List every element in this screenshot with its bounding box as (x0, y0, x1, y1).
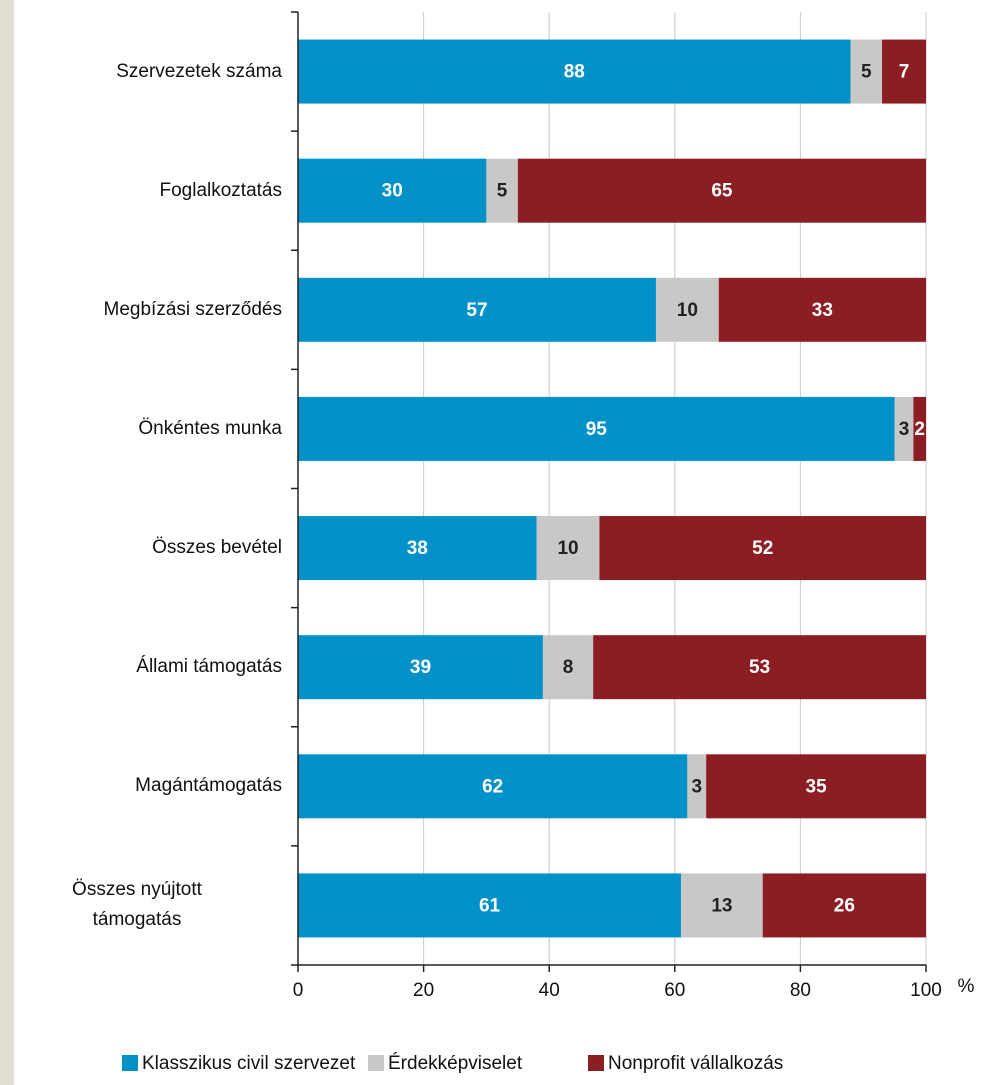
y-tick-label: Magántámogatás (135, 775, 282, 797)
data-label: 13 (711, 895, 732, 916)
bar-segment (882, 39, 926, 104)
x-tick-label: 40 (539, 980, 560, 1001)
bar-segment (894, 396, 914, 461)
data-label: 65 (711, 181, 733, 202)
data-label: 26 (834, 895, 855, 916)
legend-label: Érdekképviselet (388, 1053, 523, 1074)
bar-segment (762, 873, 926, 938)
bar-segment (687, 754, 707, 819)
data-label: 30 (382, 181, 403, 202)
bar-segment (655, 277, 719, 342)
data-label: 61 (479, 895, 501, 916)
bar-segment (706, 754, 926, 819)
bar-segment (850, 39, 883, 104)
legend-swatch (122, 1055, 138, 1071)
data-label: 7 (899, 62, 910, 83)
data-label: 38 (407, 538, 428, 559)
x-tick-label: 100 (910, 980, 942, 1001)
y-tick-label: Állami támogatás (136, 656, 282, 678)
data-label: 52 (752, 538, 773, 559)
bar-segment (517, 158, 926, 223)
y-tick-label: Foglalkoztatás (159, 179, 282, 201)
bar-segment (486, 158, 518, 223)
bar-segment (681, 873, 763, 938)
bar-segment (593, 635, 926, 700)
bar-segment (718, 277, 926, 342)
data-label: 88 (564, 62, 585, 83)
data-label: 62 (482, 776, 503, 797)
y-tick-label: Megbízási szerződés (103, 298, 282, 320)
y-tick-label: Összes bevétel (152, 537, 282, 559)
x-tick-label: 60 (664, 980, 685, 1001)
legend-swatch (588, 1055, 604, 1071)
bar-segment (298, 396, 895, 461)
x-tick-label: 20 (413, 980, 434, 1001)
bar-segment (298, 873, 682, 938)
legend-swatch (368, 1055, 384, 1071)
bar-segment (599, 516, 926, 581)
bar-segment (298, 754, 688, 819)
bar-segment (298, 158, 487, 223)
bar-segment (298, 516, 537, 581)
data-label: 33 (812, 300, 833, 321)
data-label: 35 (806, 776, 828, 797)
data-label: 57 (466, 300, 487, 321)
data-label: 5 (861, 62, 872, 83)
x-unit: % (958, 976, 975, 997)
data-label: 2 (914, 419, 925, 440)
y-tick-label: Szervezetek száma (116, 60, 282, 82)
data-label: 5 (497, 181, 508, 202)
data-label: 3 (899, 419, 910, 440)
legend-label: Nonprofit vállalkozás (608, 1053, 783, 1074)
data-label: 39 (410, 657, 431, 678)
side-strip (0, 0, 14, 1085)
y-tick-label: Önkéntes munka (138, 417, 282, 439)
data-label: 53 (749, 657, 770, 678)
data-label: 3 (691, 776, 702, 797)
bar-segment (298, 39, 851, 104)
bar-segment (298, 635, 543, 700)
data-label: 10 (557, 538, 578, 559)
legend-label: Klasszikus civil szervezet (142, 1053, 356, 1074)
bar-segment (913, 396, 926, 461)
bar-segment (536, 516, 600, 581)
y-tick-label: Összes nyújtott támogatás (72, 879, 202, 931)
x-tick-label: 0 (293, 980, 304, 1001)
x-tick-label: 80 (790, 980, 811, 1001)
data-label: 10 (677, 300, 698, 321)
bar-segment (298, 277, 656, 342)
data-label: 8 (563, 657, 574, 678)
data-label: 95 (586, 419, 608, 440)
bar-segment (542, 635, 594, 700)
